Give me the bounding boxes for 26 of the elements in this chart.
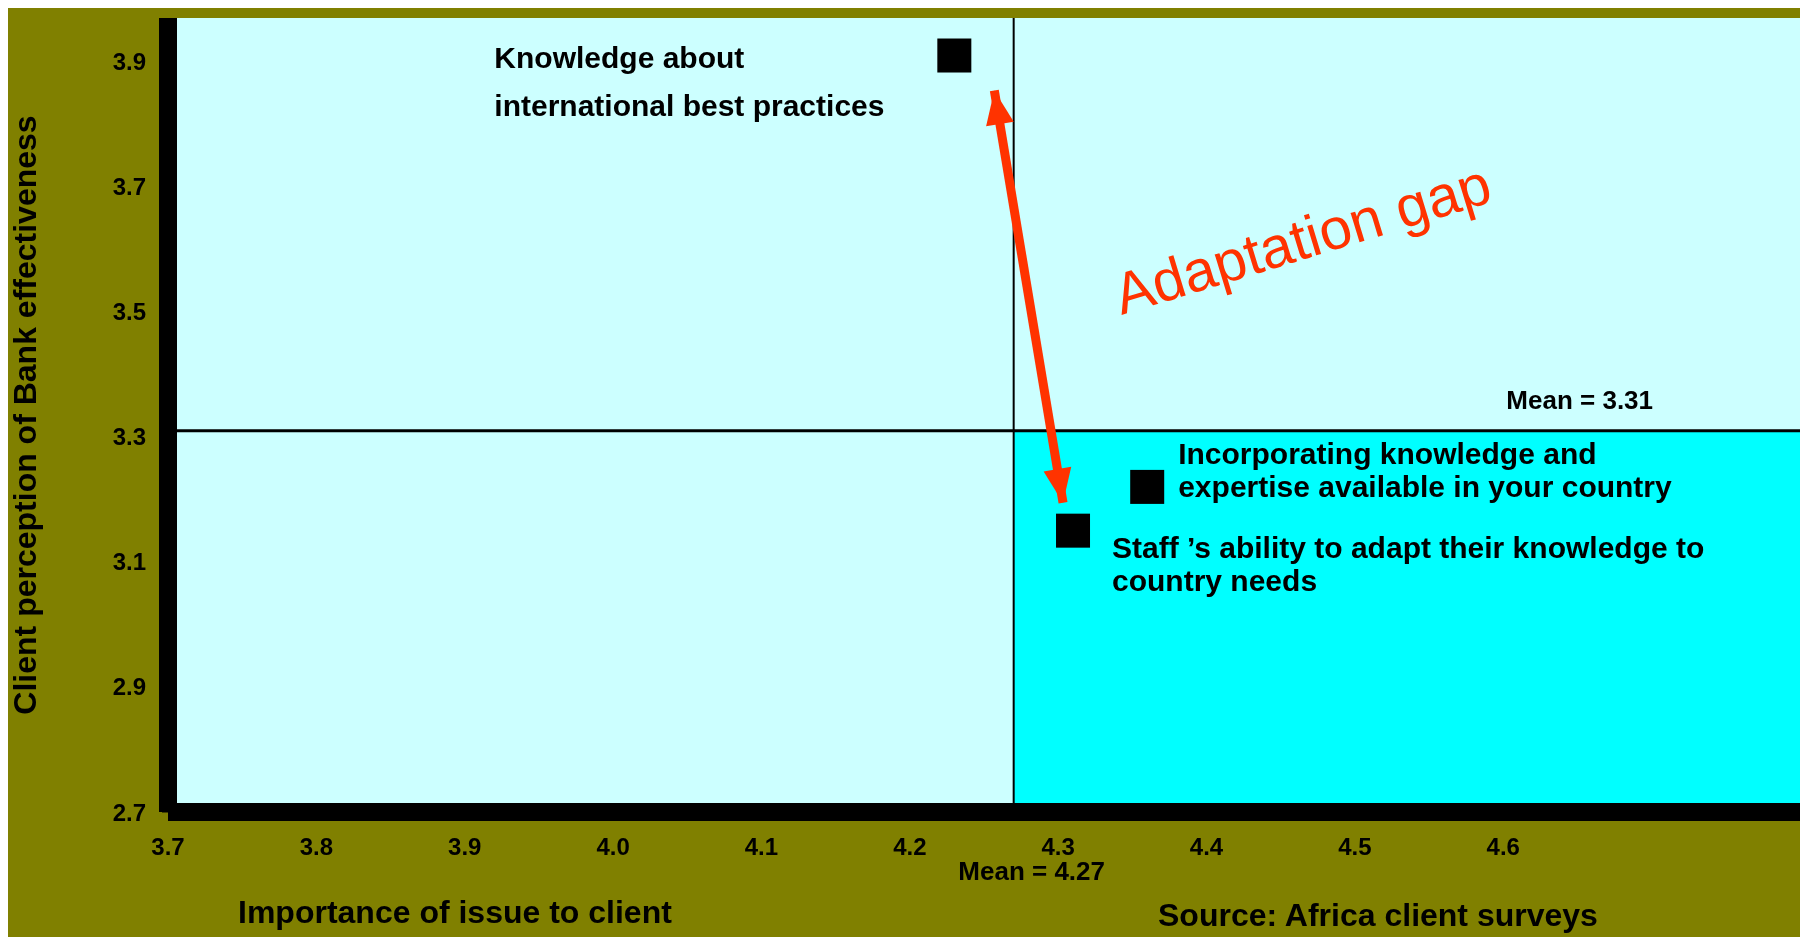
point [1130, 469, 1165, 504]
x-tick-label: 3.9 [448, 833, 482, 861]
x-axis-title: Importance of issue to client [238, 894, 673, 930]
y-tick-label: 3.3 [112, 423, 146, 451]
annotation: Staff ’s ability to adapt their knowledge to country needs [1112, 530, 1706, 597]
y-axis-title: Client perception of Bank effectiveness [7, 115, 44, 715]
y-tick-label: 2.9 [112, 673, 146, 701]
y-tick-label: 3.5 [112, 298, 146, 326]
y-tick-label: 2.7 [112, 798, 146, 826]
x-tick-label: 4.5 [1338, 833, 1372, 861]
y-tick-label: 3.1 [112, 548, 146, 576]
x-tick-label: 3.8 [299, 833, 334, 861]
x-tick-label: 4.6 [1486, 833, 1520, 861]
ref-line-label: Mean = 3.31 [1506, 384, 1654, 415]
annotation: Knowledge about international best practices [494, 39, 886, 124]
x-tick-label: 4.2 [893, 833, 927, 861]
x-tick-label: 4.1 [744, 833, 779, 861]
x-tick-label: 3.7 [151, 833, 185, 861]
y-tick-label: 3.7 [112, 173, 146, 201]
source-note: Source: Africa client surveys [1158, 897, 1598, 933]
y-tick-label: 3.9 [112, 48, 146, 76]
point [937, 38, 972, 73]
x-tick-label: 4.4 [1189, 833, 1224, 861]
x-tick-label: 4.0 [596, 833, 630, 861]
point [1056, 513, 1091, 548]
annotation: Incorporating knowledge and expertise available in your country [1178, 436, 1673, 503]
